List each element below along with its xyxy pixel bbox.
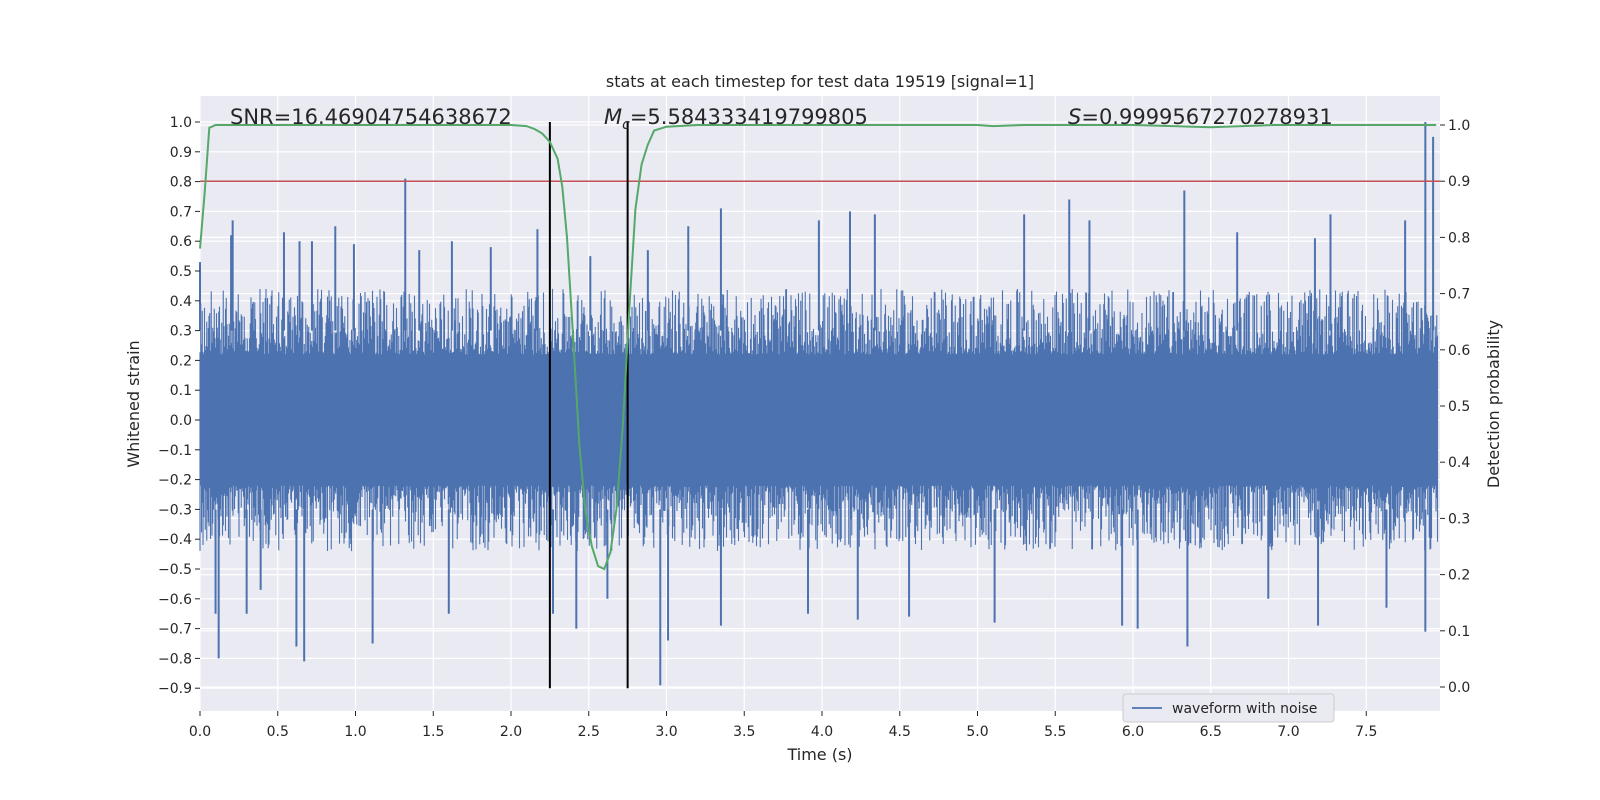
y2-tick-label: 0.0 bbox=[1448, 680, 1470, 696]
score-annotation: S=0.9999567270278931 bbox=[1068, 105, 1333, 129]
x-tick-label: 1.0 bbox=[344, 724, 366, 740]
x-tick-label: 6.5 bbox=[1200, 724, 1222, 740]
y-tick-label: 0.5 bbox=[170, 264, 192, 280]
snr-annotation: SNR=16.46904754638672 bbox=[230, 105, 512, 129]
x-tick-label: 0.0 bbox=[189, 724, 211, 740]
y-tick-label: 1.0 bbox=[170, 115, 192, 131]
detection-probability-line bbox=[199, 124, 1437, 571]
y-tick-label: 0.0 bbox=[170, 413, 192, 429]
y-tick-label: 0.4 bbox=[170, 294, 192, 310]
y2-tick-label: 0.2 bbox=[1448, 568, 1470, 584]
x-tick-label: 1.5 bbox=[422, 724, 444, 740]
chart-title: stats at each timestep for test data 195… bbox=[606, 72, 1034, 91]
waveform-spikes bbox=[199, 122, 1435, 686]
y-tick-label: 0.2 bbox=[170, 353, 192, 369]
y-tick-label: 0.3 bbox=[170, 324, 192, 340]
x-tick-label: 3.0 bbox=[655, 724, 677, 740]
x-tick-label: 0.5 bbox=[267, 724, 289, 740]
x-tick-label: 7.5 bbox=[1355, 724, 1377, 740]
y-tick-label: 0.8 bbox=[170, 175, 192, 191]
y-tick-label: −0.9 bbox=[158, 681, 192, 697]
y-tick-label: −0.6 bbox=[158, 592, 192, 608]
y-tick-label: −0.8 bbox=[158, 651, 192, 667]
y-tick-label: −0.3 bbox=[158, 502, 192, 518]
x-tick-label: 2.0 bbox=[500, 724, 522, 740]
x-tick-label: 4.0 bbox=[811, 724, 833, 740]
x-axis-label: Time (s) bbox=[786, 745, 852, 764]
x-tick-label: 2.5 bbox=[578, 724, 600, 740]
chirp-mass-annotation: Mc=5.584333419799805 bbox=[604, 105, 868, 133]
y-tick-label: −0.4 bbox=[158, 532, 192, 548]
y-tick-label: −0.1 bbox=[158, 443, 192, 459]
x-tick-label: 5.0 bbox=[966, 724, 988, 740]
y2-tick-label: 0.4 bbox=[1448, 455, 1470, 471]
y-tick-label: −0.5 bbox=[158, 562, 192, 578]
y2-tick-label: 1.0 bbox=[1448, 118, 1470, 134]
y-tick-label: −0.2 bbox=[158, 473, 192, 489]
overlay bbox=[199, 122, 1440, 689]
y-tick-label: −0.7 bbox=[158, 622, 192, 638]
y-tick-label: 0.7 bbox=[170, 204, 192, 220]
waveform-body bbox=[199, 288, 1439, 552]
y2-tick-label: 0.3 bbox=[1448, 511, 1470, 527]
y2-tick-label: 0.9 bbox=[1448, 174, 1470, 190]
x-tick-label: 7.0 bbox=[1277, 724, 1299, 740]
x-tick-label: 4.5 bbox=[889, 724, 911, 740]
legend-label: waveform with noise bbox=[1172, 701, 1317, 717]
y-tick-label: 0.6 bbox=[170, 234, 192, 250]
y2-tick-label: 0.8 bbox=[1448, 230, 1470, 246]
waveform-noise-band bbox=[199, 288, 1439, 552]
y-axis-label: Whitened strain bbox=[124, 340, 143, 467]
legend: waveform with noise bbox=[1122, 693, 1335, 723]
x-tick-label: 3.5 bbox=[733, 724, 755, 740]
y2-tick-label: 0.7 bbox=[1448, 287, 1470, 303]
y-tick-label: 0.9 bbox=[170, 145, 192, 161]
y2-tick-label: 0.5 bbox=[1448, 399, 1470, 415]
ticks: 0.0 0.5 1.0 1.5 2.0 2.5 3.0 3.5 4.0 4.5 5.0 5.5 6.0 6… bbox=[158, 115, 1470, 740]
y2-tick-label: 0.1 bbox=[1448, 624, 1470, 640]
y-tick-label: 0.1 bbox=[170, 383, 192, 399]
y2-axis-label: Detection probability bbox=[1484, 320, 1503, 488]
legend-box bbox=[1122, 693, 1335, 723]
y2-tick-label: 0.6 bbox=[1448, 343, 1470, 359]
x-tick-label: 6.0 bbox=[1122, 724, 1144, 740]
x-tick-label: 5.5 bbox=[1044, 724, 1066, 740]
